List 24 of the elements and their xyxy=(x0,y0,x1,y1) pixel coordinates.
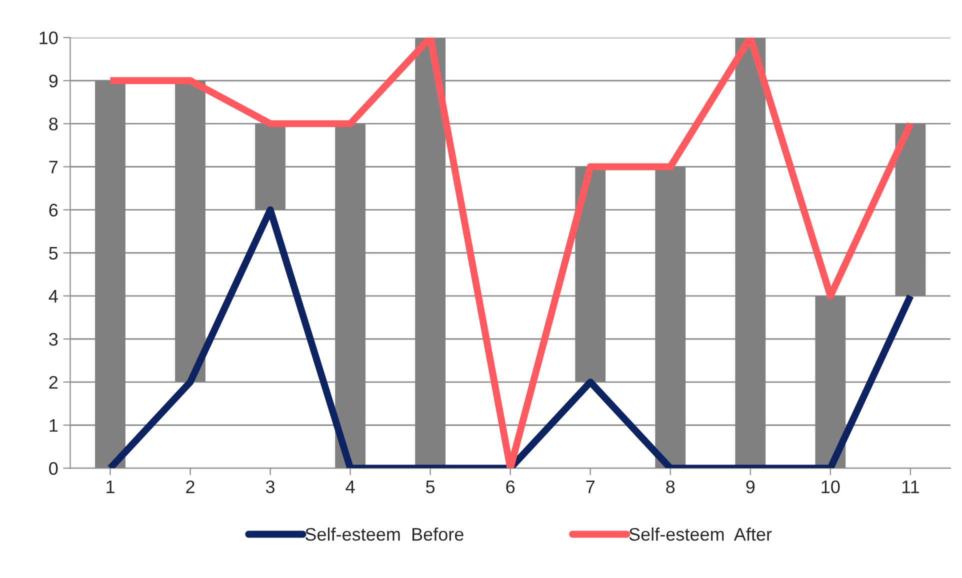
legend-label: Self-esteem Before xyxy=(305,527,464,541)
x-tick-label: 5 xyxy=(426,480,435,494)
y-tick-label: 1 xyxy=(50,419,58,432)
x-tick-label: 6 xyxy=(506,480,515,494)
legend-label: Self-esteem After xyxy=(629,527,772,541)
y-tick-label: 2 xyxy=(49,376,58,389)
x-tick-label: 2 xyxy=(186,480,194,494)
x-tick-label: 7 xyxy=(586,480,594,494)
y-tick-label: 0 xyxy=(49,462,58,475)
y-tick-label: 4 xyxy=(48,290,58,302)
x-tick-label: 10 xyxy=(822,480,840,494)
x-tick-label: 4 xyxy=(346,480,355,494)
x-tick-label: 1 xyxy=(106,480,114,494)
x-tick-label: 9 xyxy=(746,480,755,494)
y-tick-label: 8 xyxy=(49,118,58,130)
x-tick-label: 11 xyxy=(902,480,919,494)
x-tick-label: 8 xyxy=(666,480,675,494)
y-tick-label: 9 xyxy=(49,74,58,88)
y-tick-label: 6 xyxy=(49,204,58,217)
y-tick-label: 7 xyxy=(49,160,58,174)
y-tick-label: 3 xyxy=(49,332,58,346)
y-tick-label: 10 xyxy=(40,32,58,44)
x-tick-label: 3 xyxy=(266,480,275,494)
y-tick-label: 5 xyxy=(49,246,58,260)
